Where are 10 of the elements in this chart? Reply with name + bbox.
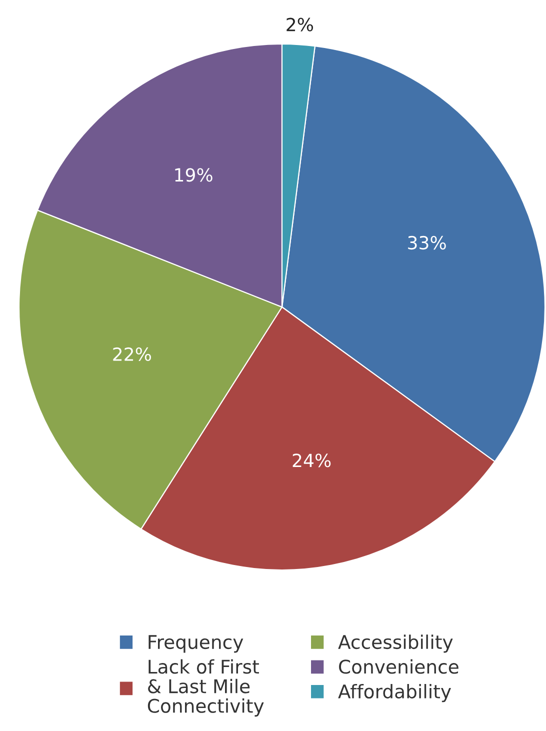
data-label: 33% bbox=[408, 236, 446, 250]
data-label: 19% bbox=[175, 168, 212, 182]
legend-label: Convenience bbox=[339, 659, 458, 674]
data-label: 24% bbox=[292, 454, 331, 468]
data-label: 2% bbox=[286, 18, 313, 32]
legend-label: Accessibility bbox=[338, 634, 453, 653]
legend-label: Lack of First & Last Mile Connectivity bbox=[148, 659, 264, 717]
legend-label: Frequency bbox=[148, 635, 244, 653]
data-label: 22% bbox=[113, 347, 151, 361]
legend-label: Affordability bbox=[338, 684, 451, 702]
